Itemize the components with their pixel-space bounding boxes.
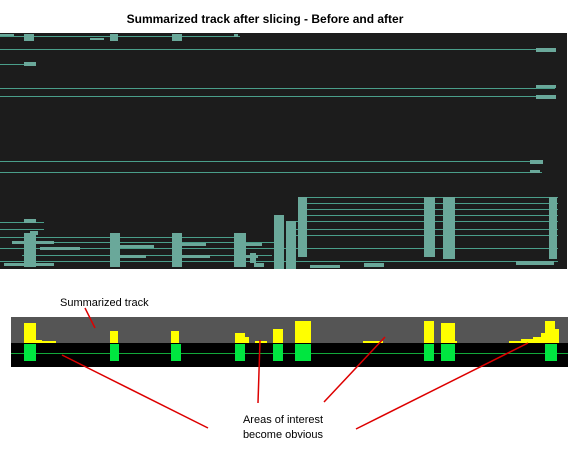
track-block — [549, 197, 557, 259]
track-block — [40, 247, 80, 250]
track-block — [238, 255, 258, 258]
track-line — [0, 96, 555, 97]
green-block — [441, 344, 455, 361]
track-block — [536, 95, 556, 99]
histogram-bar — [295, 321, 311, 343]
note-line-2: become obvious — [242, 429, 324, 441]
track-block — [114, 245, 154, 248]
histogram-bar — [363, 341, 383, 343]
track-line — [22, 242, 282, 243]
after-summary-panel — [11, 317, 568, 367]
track-line — [286, 235, 558, 236]
green-block — [24, 344, 36, 361]
histogram-bar — [235, 333, 245, 343]
track-block — [530, 160, 543, 164]
green-block — [110, 344, 119, 361]
histogram-bar — [245, 337, 249, 343]
track-line — [0, 49, 555, 50]
green-block — [424, 344, 434, 361]
track-block — [172, 233, 182, 267]
histogram-bar — [509, 341, 521, 343]
histogram-bar — [533, 337, 541, 343]
green-block — [545, 344, 557, 361]
track-block — [234, 34, 238, 37]
track-block — [110, 34, 118, 41]
track-block — [24, 233, 36, 267]
track-block — [110, 233, 120, 267]
track-block — [114, 255, 146, 258]
track-block — [254, 263, 264, 267]
note-line-1: Areas of interest — [242, 414, 324, 426]
histogram-bar — [171, 331, 179, 343]
track-line — [0, 237, 240, 238]
figure-title: Summarized track after slicing - Before … — [126, 12, 404, 26]
track-block — [536, 85, 556, 88]
track-block — [536, 48, 556, 52]
track-block — [250, 253, 256, 263]
histogram-bar — [424, 321, 434, 343]
summary-baseline — [11, 353, 568, 354]
track-block — [443, 197, 455, 259]
track-line — [22, 255, 272, 256]
track-block — [24, 62, 36, 66]
track-block — [24, 34, 34, 41]
track-line — [0, 36, 240, 37]
green-block — [171, 344, 181, 361]
track-block — [24, 219, 36, 223]
histogram-bar — [441, 323, 455, 343]
track-block — [0, 34, 14, 36]
track-line — [0, 64, 36, 65]
summary-track-label: Summarized track — [60, 297, 149, 309]
track-block — [172, 34, 182, 41]
track-block — [90, 38, 104, 40]
track-line — [0, 172, 542, 173]
track-block — [12, 241, 54, 244]
track-line — [0, 222, 44, 223]
track-line — [0, 229, 44, 230]
track-block — [298, 197, 307, 257]
histogram-bar — [545, 321, 555, 343]
histogram-bar — [255, 341, 267, 343]
areas-of-interest-note: Areas of interest become obvious — [228, 413, 338, 443]
histogram-bar — [541, 333, 545, 343]
histogram-bar — [521, 339, 533, 343]
histogram-bar — [110, 331, 118, 343]
track-block — [310, 265, 340, 268]
track-block — [176, 243, 206, 246]
track-block — [274, 215, 284, 269]
track-block — [176, 255, 210, 258]
histogram-bar — [273, 329, 283, 343]
histogram-bar — [555, 329, 559, 343]
track-block — [516, 261, 554, 265]
track-block — [238, 243, 262, 246]
track-line — [0, 88, 555, 89]
track-block — [530, 170, 540, 173]
histogram-bar — [42, 341, 56, 343]
track-block — [364, 263, 384, 267]
track-block — [234, 233, 246, 267]
track-block — [424, 197, 435, 257]
green-block — [235, 344, 245, 361]
track-block — [286, 221, 296, 269]
histogram-bar — [455, 341, 457, 343]
track-line — [0, 161, 542, 162]
before-track-panel — [0, 33, 567, 269]
green-block — [295, 344, 311, 361]
summary-histogram-area — [11, 317, 568, 343]
track-block — [4, 263, 54, 266]
histogram-bar — [36, 340, 42, 343]
histogram-bar — [24, 323, 36, 343]
green-block — [273, 344, 283, 361]
